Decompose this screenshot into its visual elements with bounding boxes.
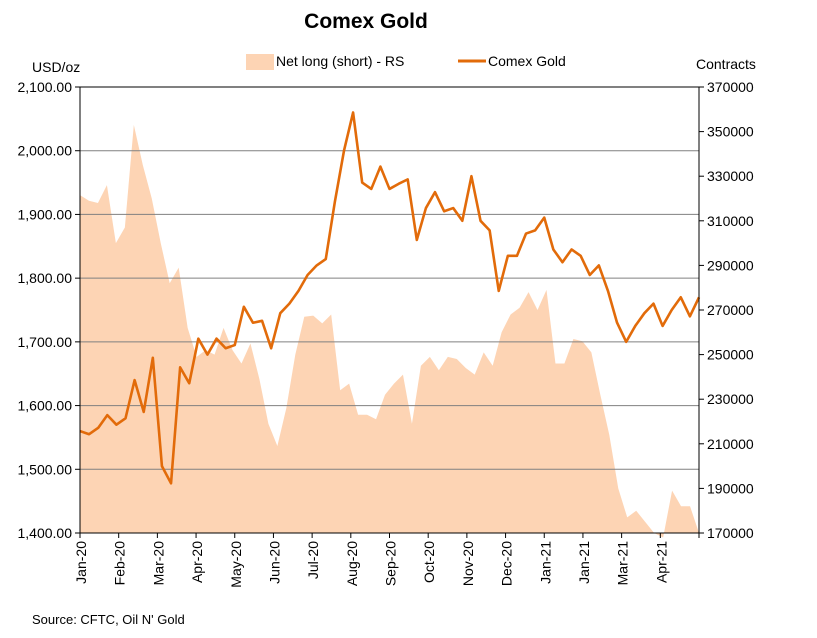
right-axis-unit: Contracts — [696, 56, 756, 72]
legend-area-label: Net long (short) - RS — [276, 53, 404, 69]
right-axis-ticks: 370000 350000 330000 310000 290000 270000 2500… — [699, 79, 754, 541]
x-tick-label: Jan-21 — [537, 541, 553, 584]
x-tick-label: May-20 — [228, 541, 244, 588]
left-axis-unit: USD/oz — [32, 59, 80, 75]
x-tick-label: Nov-20 — [460, 541, 476, 586]
right-tick-label: 350000 — [707, 124, 754, 140]
right-tick-label: 170000 — [707, 525, 754, 541]
left-tick-label: 1,900.00 — [18, 206, 73, 222]
right-tick-label: 330000 — [707, 168, 754, 184]
x-tick-label: Jul-20 — [305, 541, 321, 579]
chart-title: Comex Gold — [304, 10, 428, 33]
right-tick-label: 210000 — [707, 436, 754, 452]
x-tick-label: Mar-20 — [150, 541, 166, 586]
right-tick-label: 250000 — [707, 347, 754, 363]
x-tick-label: Dec-20 — [499, 541, 515, 586]
net-long-area — [80, 124, 699, 538]
left-tick-label: 1,700.00 — [18, 334, 73, 350]
left-tick-label: 1,400.00 — [18, 525, 73, 541]
left-tick-label: 1,500.00 — [18, 461, 73, 477]
right-tick-label: 270000 — [707, 302, 754, 318]
left-axis-ticks: 2,100.00 2,000.00 1,900.00 1,800.00 1,700.00… — [18, 79, 80, 541]
x-tick-label: Sep-20 — [383, 541, 399, 586]
left-tick-label: 1,800.00 — [18, 270, 73, 286]
legend-area-swatch — [246, 54, 274, 70]
comex-gold-line — [79, 111, 701, 485]
source-note: Source: CFTC, Oil N' Gold — [32, 612, 185, 627]
x-tick-label: Feb-20 — [112, 541, 128, 586]
right-tick-label: 230000 — [707, 391, 754, 407]
x-tick-label: Jan-20 — [73, 541, 89, 584]
gridlines — [80, 150, 699, 470]
x-tick-label: Mar-21 — [615, 541, 631, 586]
right-tick-label: 310000 — [707, 213, 754, 229]
comex-gold-line-layer — [79, 111, 701, 485]
x-tick-label: Jun-20 — [266, 541, 282, 584]
x-tick-label: Apr-20 — [189, 541, 205, 583]
x-axis-ticks: Jan-20 Feb-20 Mar-20 Apr-20 May-20 Jun-20 Jul-… — [73, 533, 700, 588]
right-tick-label: 190000 — [707, 480, 754, 496]
legend-line-label: Comex Gold — [488, 53, 566, 69]
x-tick-label: Apr-21 — [653, 541, 669, 583]
x-tick-label: Aug-20 — [344, 541, 360, 586]
legend: Net long (short) - RS Comex Gold — [246, 53, 566, 70]
x-tick-label: Jan-21 — [576, 541, 592, 584]
left-tick-label: 2,100.00 — [18, 79, 73, 95]
right-tick-label: 290000 — [707, 257, 754, 273]
net-long-area-layer — [80, 124, 699, 538]
left-tick-label: 2,000.00 — [18, 143, 73, 159]
left-tick-label: 1,600.00 — [18, 398, 73, 414]
x-tick-label: Oct-20 — [421, 541, 437, 583]
right-tick-label: 370000 — [707, 79, 754, 95]
